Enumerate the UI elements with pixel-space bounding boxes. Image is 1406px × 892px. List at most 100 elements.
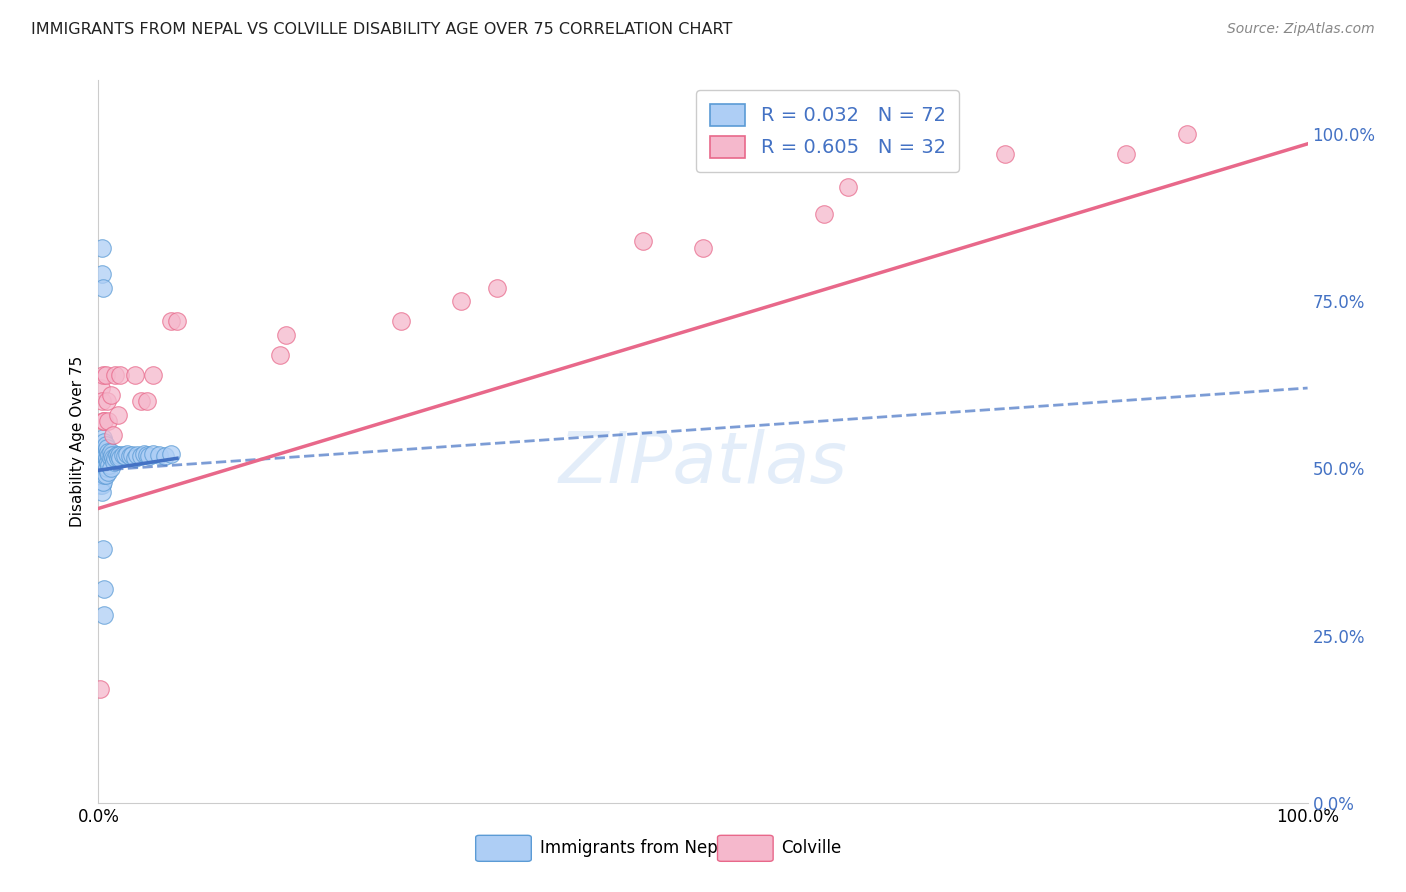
Point [97,455,120,469]
Point [91,281,114,295]
Point [91,475,114,489]
Point [93,467,115,482]
Point [160,446,183,460]
Point [127,448,149,462]
Point [105,448,128,462]
Point [166,314,188,328]
Point [93,414,115,429]
Point [1115,147,1137,161]
Point [97,414,120,429]
Point [91,471,114,485]
Point [98,448,121,462]
Point [129,394,152,409]
Point [91,442,114,455]
Point [91,394,114,409]
Point [93,434,115,449]
Point [89,458,111,472]
Point [153,450,176,464]
Point [124,368,146,382]
Point [100,387,122,401]
Point [91,455,114,469]
Point [91,442,114,455]
Text: IMMIGRANTS FROM NEPAL VS COLVILLE DISABILITY AGE OVER 75 CORRELATION CHART: IMMIGRANTS FROM NEPAL VS COLVILLE DISABI… [31,22,733,37]
Point [91,465,114,479]
Point [100,448,122,462]
Point [486,281,509,295]
Point [91,458,114,472]
Point [96,461,118,475]
Point [107,408,129,422]
FancyBboxPatch shape [475,835,531,862]
Point [160,314,183,328]
Point [148,448,170,462]
Point [631,234,654,248]
Point [91,541,114,556]
Point [129,450,152,464]
Point [274,327,297,342]
Y-axis label: Disability Age Over 75: Disability Age Over 75 [69,356,84,527]
Point [97,444,120,458]
Point [94,448,117,462]
Point [90,467,112,482]
Point [138,450,160,464]
Point [96,442,118,455]
Point [108,448,131,462]
Point [837,180,859,194]
Text: ZIPatlas: ZIPatlas [558,429,848,498]
Point [90,381,112,395]
Legend: R = 0.032   N = 72, R = 0.605   N = 32: R = 0.032 N = 72, R = 0.605 N = 32 [696,90,959,172]
Point [89,471,111,485]
Point [96,451,118,466]
Point [1175,127,1198,141]
Point [94,368,117,382]
Point [104,368,127,382]
Point [135,394,157,409]
Point [91,241,114,255]
Point [90,448,112,462]
Point [93,444,115,458]
Point [118,450,141,464]
Point [104,451,127,466]
Text: Immigrants from Nepal: Immigrants from Nepal [540,839,733,857]
Point [91,414,114,429]
Point [90,461,112,475]
Point [98,458,121,472]
Point [142,446,165,460]
Point [108,451,131,466]
Point [114,450,136,464]
Point [94,458,117,472]
Point [93,608,115,623]
Point [108,368,131,382]
Point [91,268,114,282]
Point [94,438,117,452]
Text: Source: ZipAtlas.com: Source: ZipAtlas.com [1227,22,1375,37]
Point [89,465,111,479]
Point [100,451,122,466]
Point [94,467,117,482]
Point [994,147,1017,161]
Point [91,451,114,466]
Point [135,448,157,462]
Point [134,446,156,460]
FancyBboxPatch shape [717,835,773,862]
Point [107,451,129,466]
Point [103,455,125,469]
Point [90,455,112,469]
Point [93,455,115,469]
Point [124,451,146,466]
Point [692,241,714,255]
Point [121,448,143,462]
Point [91,465,114,479]
Point [97,465,120,479]
Point [142,368,165,382]
Point [100,444,122,458]
Point [93,461,115,475]
Point [91,448,114,462]
Point [91,458,114,472]
Point [93,582,115,596]
Point [101,427,124,442]
Point [91,478,114,492]
Point [111,448,134,462]
Point [269,348,291,362]
Point [450,294,472,309]
